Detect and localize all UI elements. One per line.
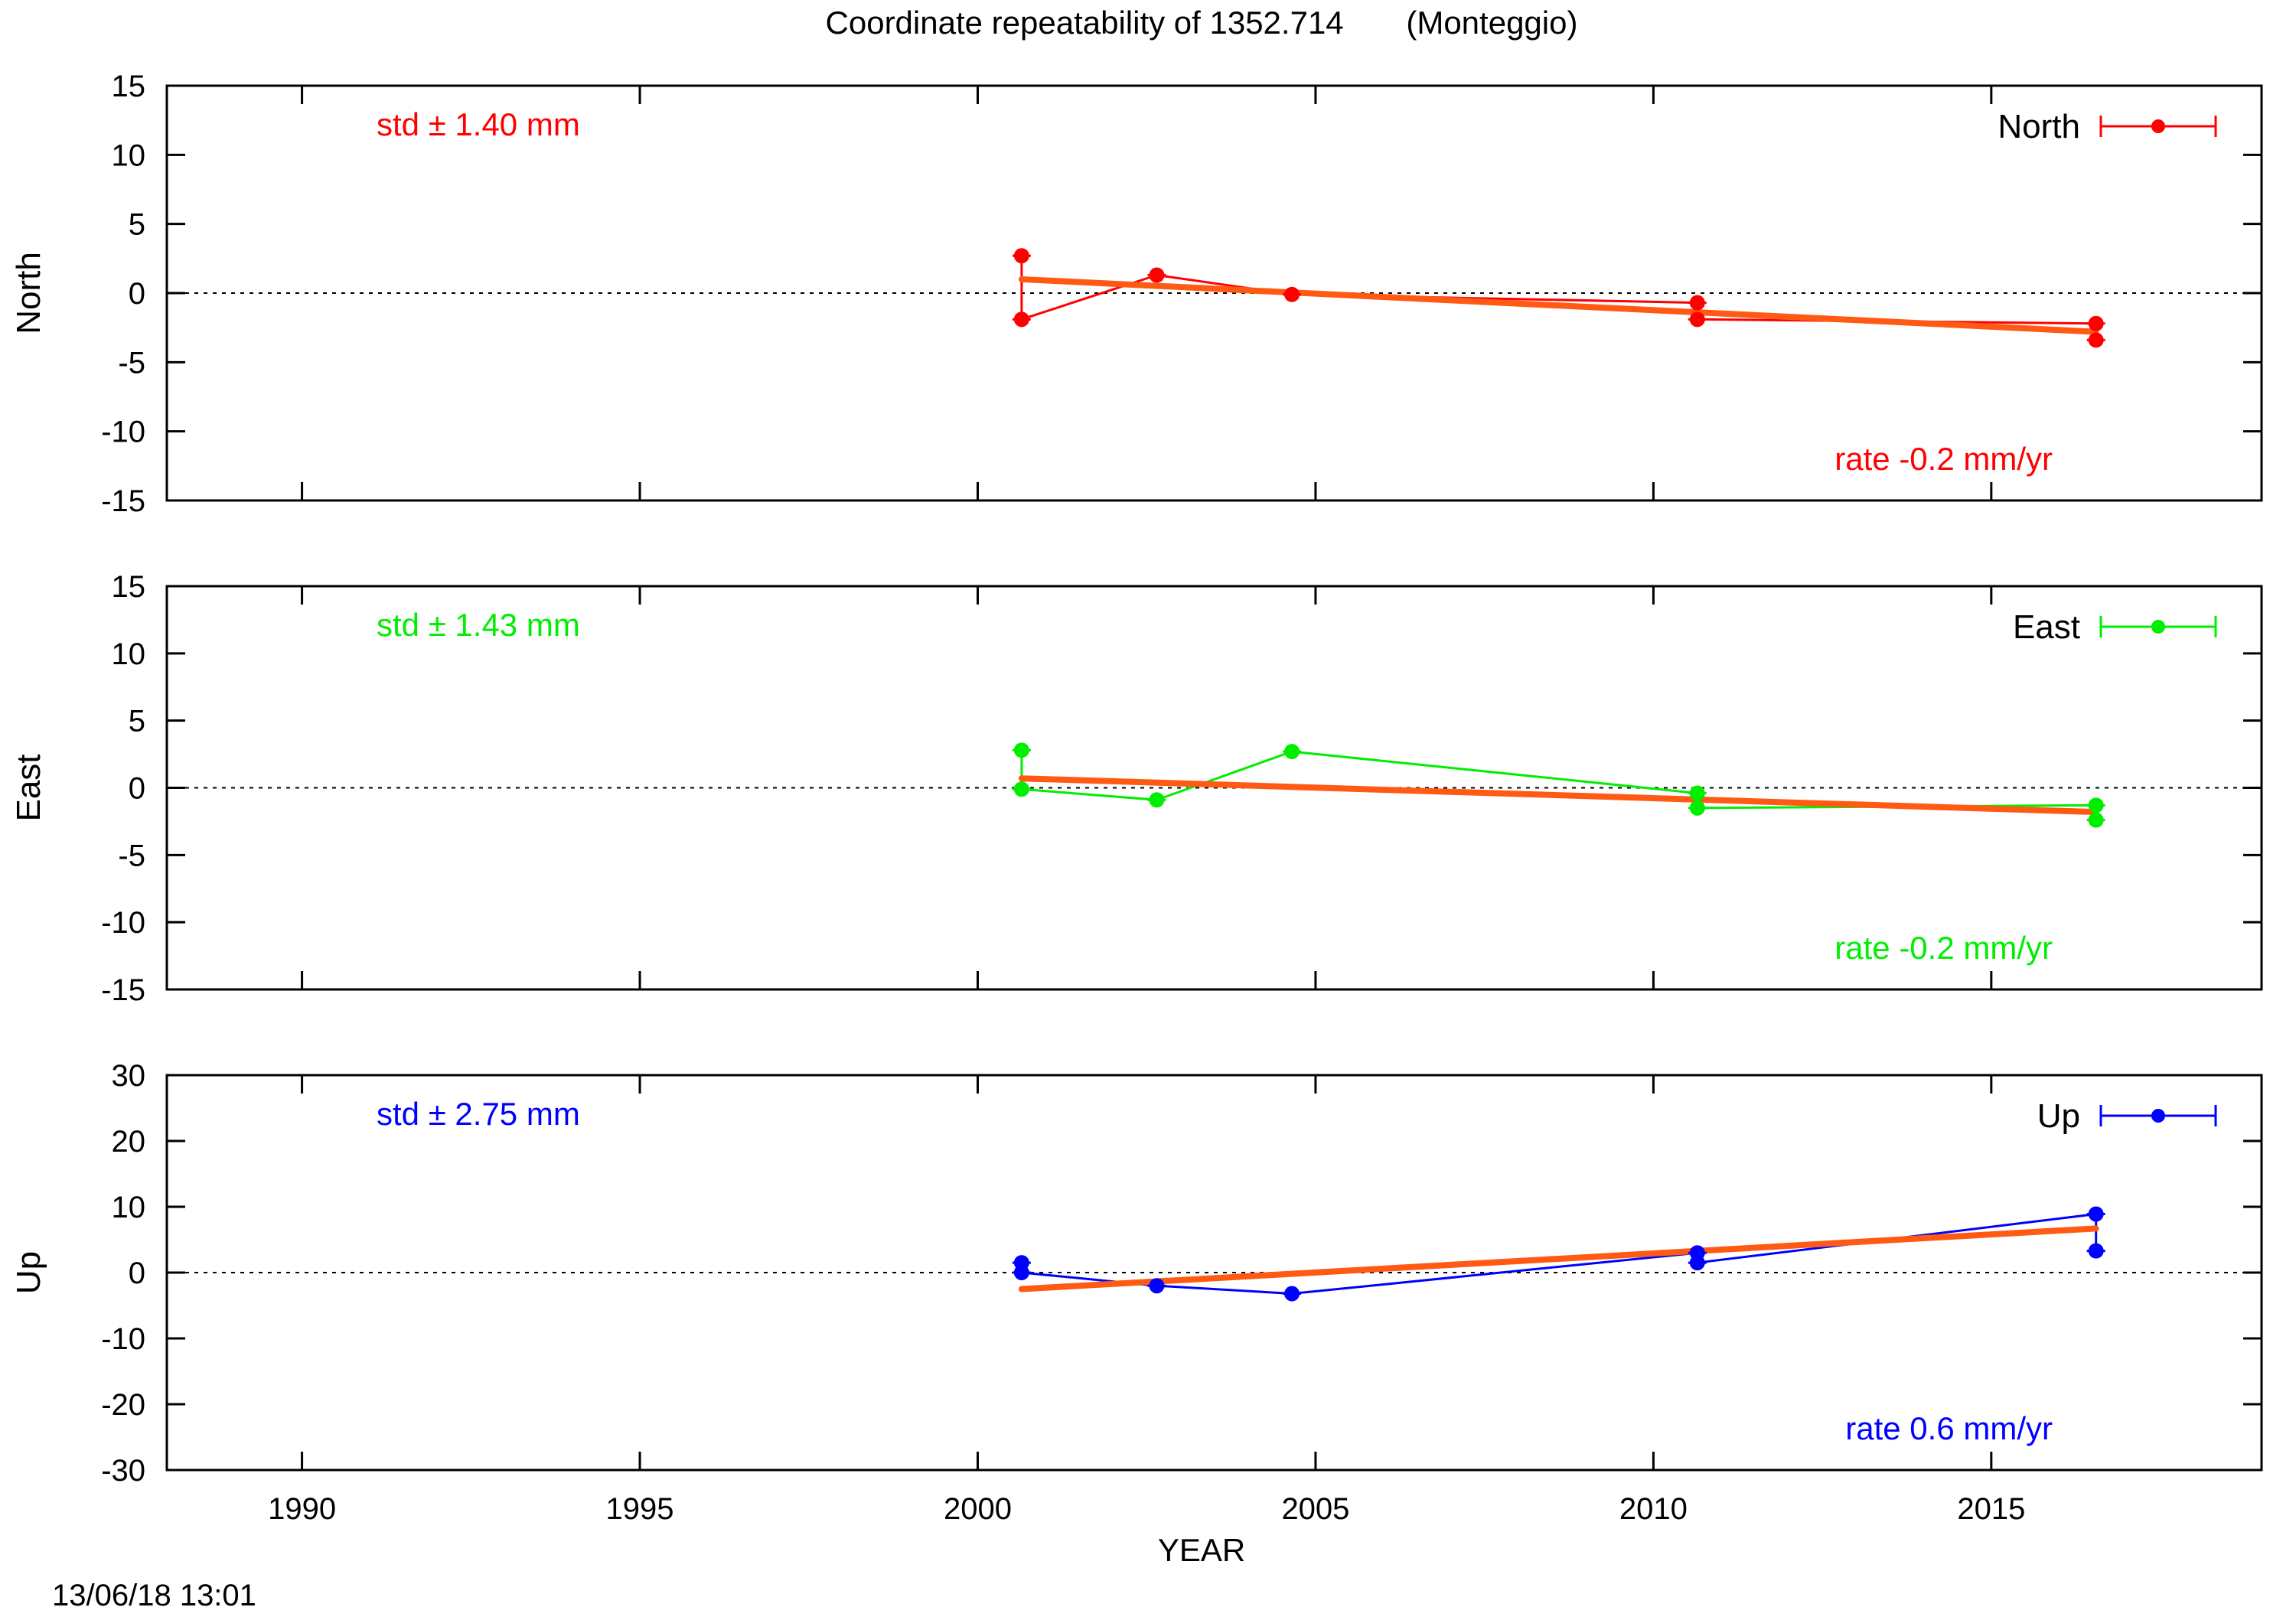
trend-line-east	[1018, 775, 2099, 816]
data-point	[2088, 1206, 2104, 1222]
y-tick-label: 20	[112, 1125, 146, 1159]
legend-label: East	[2013, 608, 2080, 646]
y-axis-label: North	[10, 252, 47, 334]
y-tick-label: 15	[112, 570, 146, 604]
y-tick-label: 0	[129, 772, 145, 806]
x-tick-label: 2010	[1619, 1492, 1688, 1526]
data-point	[1689, 800, 1705, 816]
rate-label: rate 0.6 mm/yr	[1845, 1410, 2053, 1446]
y-tick-label: -15	[101, 484, 145, 518]
series-line-east	[1020, 750, 2098, 820]
y-tick-label: 10	[112, 1191, 146, 1224]
data-point	[1689, 295, 1705, 311]
timestamp: 13/06/18 13:01	[52, 1579, 256, 1607]
x-tick-label: 1990	[268, 1492, 336, 1526]
y-tick-label: -10	[101, 1322, 145, 1356]
data-point	[1013, 311, 1029, 328]
data-point	[1689, 785, 1705, 801]
rate-label: rate -0.2 mm/yr	[1835, 441, 2053, 477]
std-label: std ± 1.43 mm	[377, 607, 580, 643]
panel-up: 30 20 10 0 -10 -20 -30 Up std ± 2.75 mm rate 0.6 …	[10, 1059, 2263, 1488]
data-point	[2088, 1243, 2104, 1259]
data-point	[1689, 1255, 1705, 1271]
y-axis-label: Up	[10, 1251, 47, 1294]
x-axis-label: YEAR	[1158, 1532, 1245, 1568]
y-tick-label: 5	[129, 208, 145, 242]
panel-north: 15 10 5 0 -5 -10 -15 North std ± 1.40 mm rate -0.…	[10, 70, 2263, 518]
data-point	[1284, 744, 1300, 760]
legend-marker	[2151, 119, 2165, 133]
y-tick-label: -5	[118, 346, 145, 380]
series-line-north	[1020, 256, 2098, 341]
y-tick-label: -30	[101, 1454, 145, 1488]
y-tick-label: 15	[112, 70, 146, 103]
y-tick-label: -5	[118, 839, 145, 872]
legend-marker	[2151, 620, 2165, 634]
data-point	[1013, 742, 1029, 758]
data-point	[2088, 332, 2104, 348]
x-tick-label: 2015	[1957, 1492, 2025, 1526]
trend-line-north	[1018, 275, 2099, 335]
panel-east: 15 10 5 0 -5 -10 -15 East std ± 1.43 mm rate -0.2…	[10, 570, 2263, 1007]
data-point	[1284, 1286, 1300, 1302]
x-axis: 1990 1995 2000 2005 2010 2015	[268, 1492, 2025, 1526]
y-tick-label: -10	[101, 906, 145, 940]
legend-marker	[2151, 1109, 2165, 1123]
x-tick-label: 2000	[944, 1492, 1012, 1526]
trend-line-up	[1018, 1225, 2099, 1292]
x-tick-label: 2005	[1281, 1492, 1349, 1526]
data-point	[1149, 267, 1165, 283]
panels: 15 10 5 0 -5 -10 -15 North std ± 1.40 mm rate -0.…	[10, 70, 2263, 1488]
y-tick-label: 30	[112, 1059, 146, 1093]
chart-title: Coordinate repeatability of 1352.714 (Mo…	[826, 5, 1578, 41]
std-label: std ± 2.75 mm	[377, 1096, 580, 1132]
x-tick-label: 1995	[606, 1492, 674, 1526]
data-point	[2088, 797, 2104, 813]
y-tick-label: -20	[101, 1388, 145, 1422]
y-tick-label: 5	[129, 705, 145, 738]
y-tick-label: 10	[112, 637, 146, 671]
data-point	[1689, 311, 1705, 328]
y-tick-label: 0	[129, 1257, 145, 1290]
data-point	[1013, 781, 1029, 797]
data-point	[1013, 1265, 1029, 1280]
y-tick-label: -10	[101, 416, 145, 449]
data-point	[1284, 286, 1300, 302]
std-label: std ± 1.40 mm	[377, 106, 580, 142]
data-point	[1013, 248, 1029, 264]
y-tick-label: 10	[112, 139, 146, 172]
data-point	[2088, 812, 2104, 828]
data-point	[1149, 792, 1165, 808]
y-tick-label: -15	[101, 973, 145, 1007]
data-point	[1149, 1278, 1165, 1294]
rate-label: rate -0.2 mm/yr	[1835, 930, 2053, 966]
data-point	[2088, 315, 2104, 331]
series-line-up	[1020, 1212, 2098, 1296]
y-axis-label: East	[10, 754, 47, 821]
legend-label: North	[1998, 108, 2080, 145]
legend-label: Up	[2037, 1097, 2080, 1135]
y-tick-label: 0	[129, 277, 145, 311]
